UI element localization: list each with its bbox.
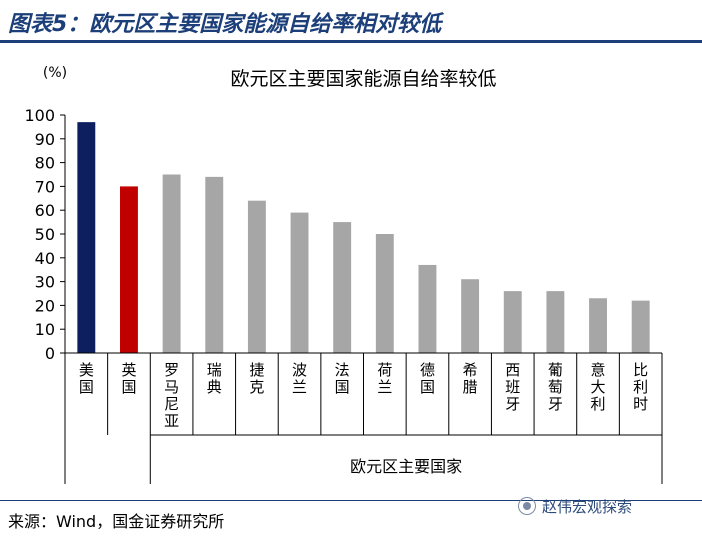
x-tick-label: 法国 xyxy=(335,361,350,396)
x-tick-label: 捷克 xyxy=(249,361,264,396)
bar-10 xyxy=(461,279,480,353)
bar-7 xyxy=(333,222,352,353)
bar-14 xyxy=(631,300,650,353)
x-tick-label: 比利时 xyxy=(633,361,648,413)
bar-1 xyxy=(77,122,96,353)
bar-2 xyxy=(120,186,138,353)
bar-6 xyxy=(290,212,309,353)
bar-chart: 欧元区主要国家能源自给率较低 (%) 0 10 20 30 40 50 60 70 80 90 100 美… xyxy=(24,65,663,484)
chart-title: 欧元区主要国家能源自给率较低 xyxy=(230,68,496,90)
bar-3 xyxy=(162,174,181,353)
x-tick-label: 罗马尼亚 xyxy=(164,361,179,430)
watermark: 赵伟宏观探索 xyxy=(518,496,632,517)
y-axis-label: (%) xyxy=(43,65,67,81)
figure-title: 图表5：欧元区主要国家能源自给率相对较低 xyxy=(8,12,442,37)
y-tick-label: 30 xyxy=(35,273,55,292)
x-tick-label: 意大利 xyxy=(591,361,606,413)
y-tick-label: 100 xyxy=(24,106,55,125)
bar-11 xyxy=(503,291,522,353)
y-tick-label: 10 xyxy=(35,320,55,339)
y-tick-label: 70 xyxy=(35,177,55,196)
group-label: 欧元区主要国家 xyxy=(350,457,462,476)
x-tick-label: 英国 xyxy=(121,361,136,396)
footer-rule xyxy=(0,500,702,501)
bar-12 xyxy=(546,291,565,353)
bar-5 xyxy=(247,200,266,353)
bar-8 xyxy=(375,234,394,353)
x-tick-label: 德国 xyxy=(420,361,435,396)
y-tick-label: 50 xyxy=(35,225,55,244)
bar-9 xyxy=(418,264,437,353)
y-tick-label: 90 xyxy=(35,130,55,149)
figure-header: 图表5：欧元区主要国家能源自给率相对较低 xyxy=(0,0,702,44)
y-tick-label: 80 xyxy=(35,154,55,173)
y-tick-label: 0 xyxy=(45,344,55,363)
x-tick-label: 美国 xyxy=(79,361,94,396)
x-tick-label: 瑞典 xyxy=(207,361,222,396)
bar-13 xyxy=(589,298,607,353)
source-note: 来源：Wind，国金证券研究所 xyxy=(8,512,225,531)
header-rule xyxy=(0,40,702,43)
x-tick-label: 荷兰 xyxy=(377,361,392,396)
x-tick-label: 葡萄牙 xyxy=(548,361,563,413)
x-tick-label: 西班牙 xyxy=(505,361,520,413)
x-tick-label: 希腊 xyxy=(463,361,478,396)
x-tick-label: 波兰 xyxy=(292,361,307,396)
wechat-icon xyxy=(518,497,536,515)
y-tick-label: 60 xyxy=(35,201,55,220)
y-tick-label: 40 xyxy=(35,249,55,268)
watermark-text: 赵伟宏观探索 xyxy=(542,498,633,516)
y-tick-label: 20 xyxy=(35,296,55,315)
bar-4 xyxy=(205,176,224,353)
